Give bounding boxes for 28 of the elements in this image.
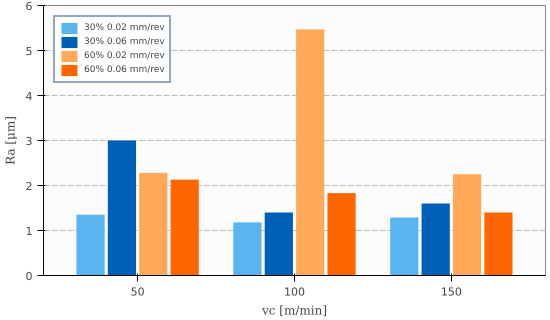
x-tick-label: 100 — [284, 286, 305, 298]
x-tick-label: 50 — [130, 286, 145, 298]
x-axis-title: vc [m/min] — [260, 304, 328, 318]
bar — [108, 140, 136, 276]
legend-label: 30% 0.06 mm/rev — [84, 36, 165, 49]
bar — [76, 214, 105, 276]
legend-label: 60% 0.02 mm/rev — [84, 50, 165, 63]
bar — [170, 180, 199, 276]
bar — [296, 29, 324, 276]
bar — [233, 222, 262, 276]
legend-label: 60% 0.06 mm/rev — [84, 64, 165, 77]
y-tick-label: 1 — [26, 225, 32, 238]
bar — [422, 204, 450, 276]
y-tick-label: 0 — [26, 270, 32, 283]
y-tick-label: 2 — [26, 180, 32, 193]
y-tick-label: 6 — [26, 0, 32, 13]
bar — [390, 217, 418, 276]
bar — [484, 212, 513, 276]
bar — [264, 212, 293, 276]
bar — [327, 193, 356, 276]
y-tick-label: 4 — [26, 90, 32, 103]
x-tick-label: 150 — [440, 286, 462, 298]
y-axis-title: Ra [μm] — [4, 116, 18, 165]
bar — [452, 174, 482, 276]
y-tick-label: 3 — [26, 135, 32, 148]
legend-label: 30% 0.02 mm/rev — [84, 22, 165, 35]
y-tick-label: 5 — [26, 45, 32, 58]
bar — [139, 172, 168, 276]
